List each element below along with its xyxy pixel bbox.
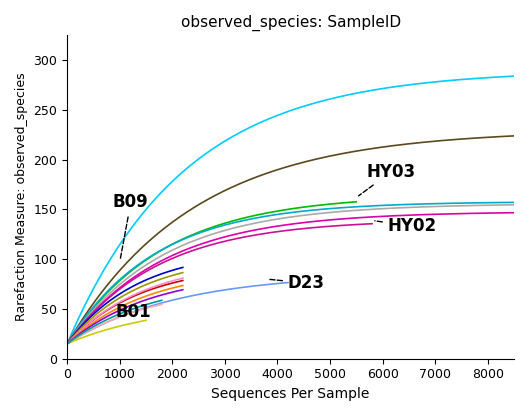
Y-axis label: Rarefaction Measure: observed_species: Rarefaction Measure: observed_species [15,73,28,321]
Text: HY03: HY03 [359,163,416,196]
Title: observed_species: SampleID: observed_species: SampleID [180,15,400,31]
Text: HY02: HY02 [375,217,437,235]
Text: D23: D23 [270,274,325,292]
Text: B09: B09 [113,193,149,260]
X-axis label: Sequences Per Sample: Sequences Per Sample [212,387,370,401]
Text: B01: B01 [115,303,151,321]
